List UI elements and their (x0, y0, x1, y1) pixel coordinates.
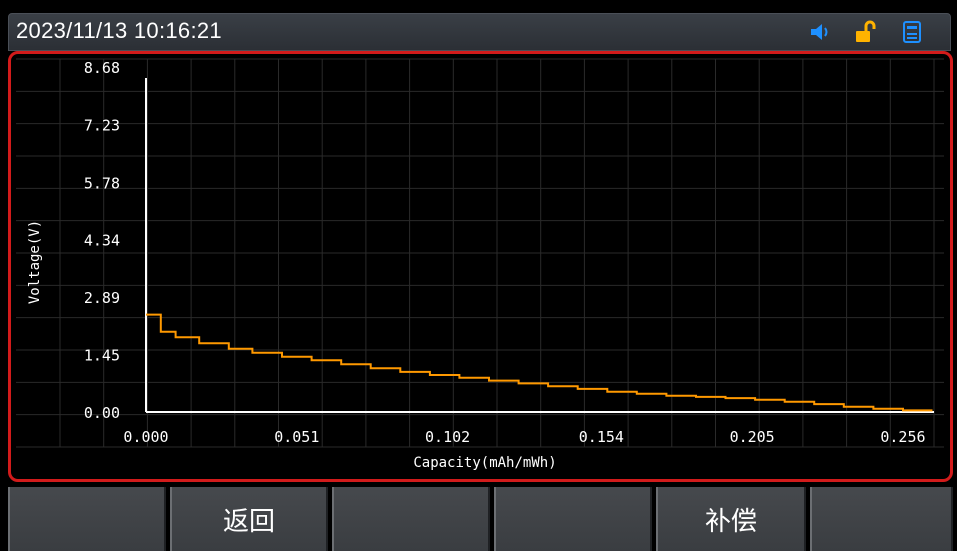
x-tick-label: 0.000 (123, 428, 168, 446)
chart-series (146, 313, 933, 412)
y-tick-label: 7.23 (84, 117, 120, 135)
softkey-6[interactable] (810, 487, 953, 551)
x-tick-label: 0.102 (425, 428, 470, 446)
x-tick-label: 0.256 (880, 428, 925, 446)
softkey-1[interactable] (8, 487, 166, 551)
voltage-series-line (146, 313, 933, 412)
y-axis-label: Voltage(V) (27, 220, 43, 304)
usb-device-icon[interactable] (900, 20, 924, 44)
softkey-4[interactable] (494, 487, 652, 551)
chart-grid (16, 58, 944, 448)
chart-frame (8, 51, 953, 482)
y-tick-labels: 0.00 1.45 2.89 4.34 5.78 7.23 8.68 (84, 59, 120, 422)
y-tick-label: 8.68 (84, 59, 120, 77)
datetime-display: 2023/11/13 10:16:21 (16, 18, 222, 43)
y-tick-label: 5.78 (84, 174, 120, 192)
y-tick-label: 2.89 (84, 289, 120, 307)
y-tick-label: 1.45 (84, 346, 120, 364)
x-tick-labels: 0.000 0.051 0.102 0.154 0.205 0.256 (123, 428, 925, 446)
speaker-icon[interactable] (808, 20, 832, 44)
status-bar-panel (8, 13, 951, 51)
compensate-button[interactable]: 补偿 (656, 487, 806, 551)
x-tick-label: 0.205 (730, 428, 775, 446)
unlock-icon[interactable] (853, 20, 877, 44)
x-tick-label: 0.154 (579, 428, 624, 446)
chart-axes (145, 78, 934, 413)
x-tick-label: 0.051 (274, 428, 319, 446)
back-button[interactable]: 返回 (170, 487, 328, 551)
softkey-3[interactable] (332, 487, 490, 551)
y-tick-label: 4.34 (84, 232, 120, 250)
y-tick-label: 0.00 (84, 404, 120, 422)
x-axis-label: Capacity(mAh/mWh) (413, 455, 556, 471)
